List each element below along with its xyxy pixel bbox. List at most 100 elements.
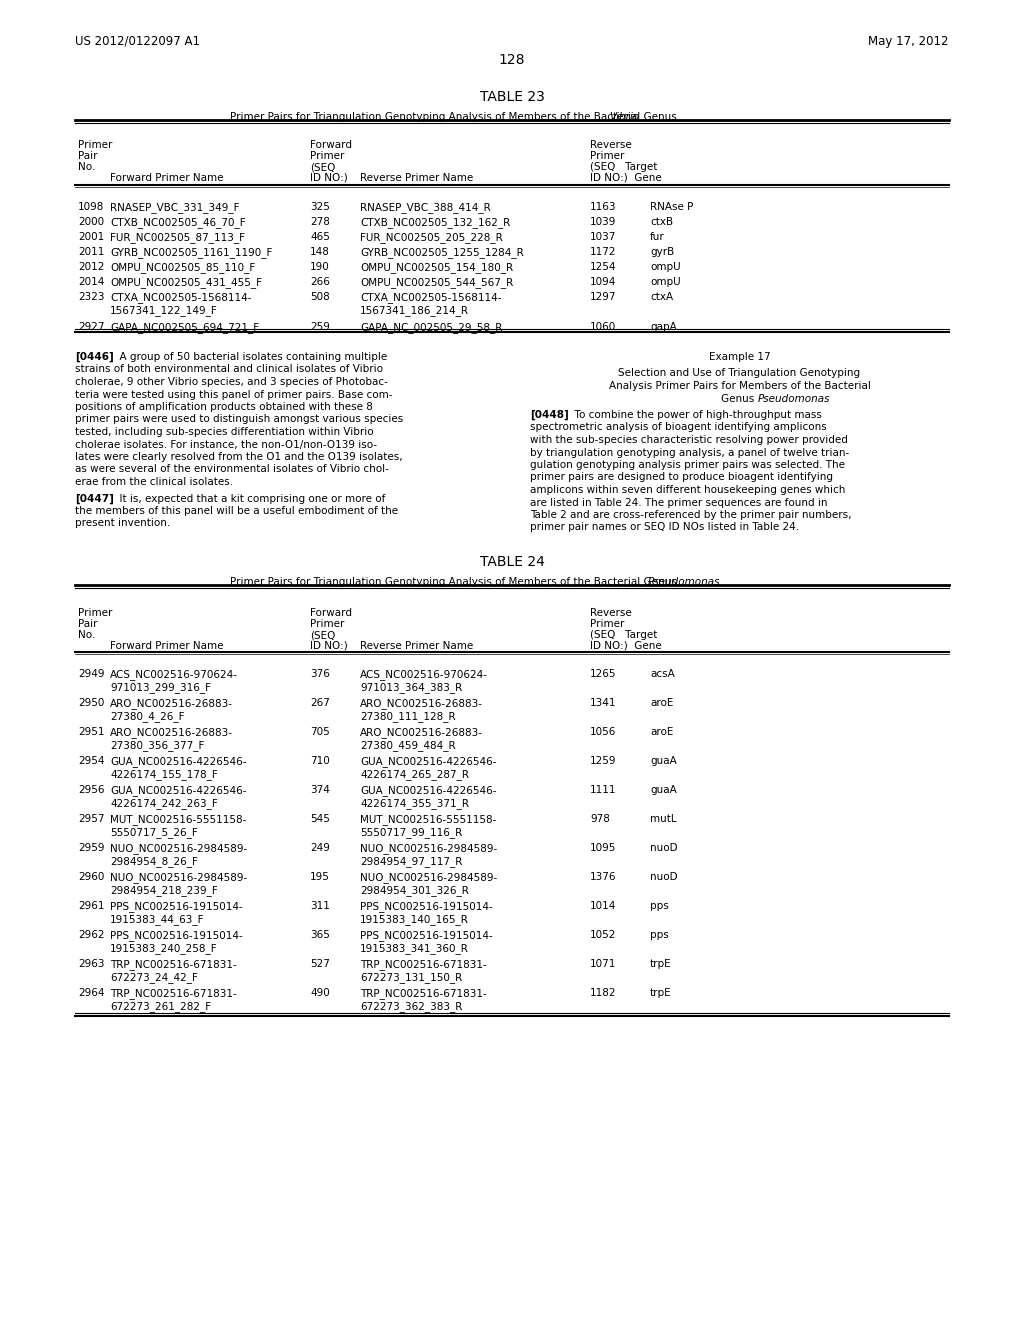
Text: 374: 374 [310,785,330,795]
Text: 4226174_155_178_F: 4226174_155_178_F [110,770,218,780]
Text: ACS_NC002516-970624-: ACS_NC002516-970624- [110,669,238,680]
Text: ACS_NC002516-970624-: ACS_NC002516-970624- [360,669,488,680]
Text: OMPU_NC002505_544_567_R: OMPU_NC002505_544_567_R [360,277,513,288]
Text: 2961: 2961 [78,902,104,911]
Text: with the sub-species characteristic resolving power provided: with the sub-species characteristic reso… [530,436,848,445]
Text: To combine the power of high-throughput mass: To combine the power of high-throughput … [568,411,822,420]
Text: 2962: 2962 [78,931,104,940]
Text: present invention.: present invention. [75,519,170,528]
Text: (SEQ: (SEQ [310,162,336,172]
Text: NUO_NC002516-2984589-: NUO_NC002516-2984589- [360,843,498,854]
Text: 190: 190 [310,261,330,272]
Text: 545: 545 [310,814,330,824]
Text: 4226174_265_287_R: 4226174_265_287_R [360,770,469,780]
Text: 2951: 2951 [78,727,104,737]
Text: trpE: trpE [650,987,672,998]
Text: pps: pps [650,931,669,940]
Text: NUO_NC002516-2984589-: NUO_NC002516-2984589- [110,873,247,883]
Text: 27380_111_128_R: 27380_111_128_R [360,711,456,722]
Text: 4226174_242_263_F: 4226174_242_263_F [110,799,218,809]
Text: PPS_NC002516-1915014-: PPS_NC002516-1915014- [110,902,243,912]
Text: ARO_NC002516-26883-: ARO_NC002516-26883- [110,698,233,709]
Text: TRP_NC002516-671831-: TRP_NC002516-671831- [110,960,237,970]
Text: FUR_NC002505_205_228_R: FUR_NC002505_205_228_R [360,232,503,243]
Text: 27380_459_484_R: 27380_459_484_R [360,741,456,751]
Text: 1254: 1254 [590,261,616,272]
Text: 1039: 1039 [590,216,616,227]
Text: Pair: Pair [78,150,97,161]
Text: 1915383_240_258_F: 1915383_240_258_F [110,942,218,954]
Text: Selection and Use of Triangulation Genotyping: Selection and Use of Triangulation Genot… [618,368,860,379]
Text: 2963: 2963 [78,960,104,969]
Text: gyrB: gyrB [650,247,674,257]
Text: mutL: mutL [650,814,677,824]
Text: 311: 311 [310,902,330,911]
Text: 278: 278 [310,216,330,227]
Text: NUO_NC002516-2984589-: NUO_NC002516-2984589- [360,873,498,883]
Text: strains of both environmental and clinical isolates of Vibrio: strains of both environmental and clinic… [75,364,383,375]
Text: 195: 195 [310,873,330,882]
Text: 1915383_341_360_R: 1915383_341_360_R [360,942,469,954]
Text: GUA_NC002516-4226546-: GUA_NC002516-4226546- [110,785,247,796]
Text: 710: 710 [310,756,330,766]
Text: 705: 705 [310,727,330,737]
Text: 672273_261_282_F: 672273_261_282_F [110,1001,211,1012]
Text: 2323: 2323 [78,292,104,302]
Text: Primer: Primer [590,150,625,161]
Text: aroE: aroE [650,727,674,737]
Text: Primer: Primer [590,619,625,630]
Text: MUT_NC002516-5551158-: MUT_NC002516-5551158- [360,814,497,825]
Text: 672273_131_150_R: 672273_131_150_R [360,972,462,983]
Text: 1259: 1259 [590,756,616,766]
Text: GYRB_NC002505_1161_1190_F: GYRB_NC002505_1161_1190_F [110,247,272,257]
Text: Reverse: Reverse [590,609,632,618]
Text: No.: No. [78,162,95,172]
Text: MUT_NC002516-5551158-: MUT_NC002516-5551158- [110,814,247,825]
Text: 1094: 1094 [590,277,616,286]
Text: Table 2 and are cross-referenced by the primer pair numbers,: Table 2 and are cross-referenced by the … [530,510,852,520]
Text: acsA: acsA [650,669,675,678]
Text: 672273_24_42_F: 672273_24_42_F [110,972,198,983]
Text: [0448]: [0448] [530,411,568,420]
Text: 2984954_97_117_R: 2984954_97_117_R [360,855,463,867]
Text: 2964: 2964 [78,987,104,998]
Text: 1014: 1014 [590,902,616,911]
Text: ID NO:)  Gene: ID NO:) Gene [590,173,662,183]
Text: TRP_NC002516-671831-: TRP_NC002516-671831- [110,987,237,999]
Text: ARO_NC002516-26883-: ARO_NC002516-26883- [360,727,483,738]
Text: 1567341_122_149_F: 1567341_122_149_F [110,305,218,315]
Text: A group of 50 bacterial isolates containing multiple: A group of 50 bacterial isolates contain… [113,352,387,362]
Text: Reverse: Reverse [590,140,632,150]
Text: 2960: 2960 [78,873,104,882]
Text: 1037: 1037 [590,232,616,242]
Text: primer pairs are designed to produce bioagent identifying: primer pairs are designed to produce bio… [530,473,833,483]
Text: Pseudomonas: Pseudomonas [758,393,830,404]
Text: Primer: Primer [78,140,113,150]
Text: trpE: trpE [650,960,672,969]
Text: GUA_NC002516-4226546-: GUA_NC002516-4226546- [360,785,497,796]
Text: Forward Primer Name: Forward Primer Name [110,642,223,651]
Text: 465: 465 [310,232,330,242]
Text: amplicons within seven different housekeeping genes which: amplicons within seven different houseke… [530,484,846,495]
Text: 4226174_355_371_R: 4226174_355_371_R [360,799,469,809]
Text: 2959: 2959 [78,843,104,853]
Text: PPS_NC002516-1915014-: PPS_NC002516-1915014- [360,902,493,912]
Text: the members of this panel will be a useful embodiment of the: the members of this panel will be a usef… [75,506,398,516]
Text: 1052: 1052 [590,931,616,940]
Text: OMPU_NC002505_431_455_F: OMPU_NC002505_431_455_F [110,277,262,288]
Text: guaA: guaA [650,756,677,766]
Text: CTXA_NC002505-1568114-: CTXA_NC002505-1568114- [360,292,502,302]
Text: 2957: 2957 [78,814,104,824]
Text: 971013_299_316_F: 971013_299_316_F [110,682,211,693]
Text: 490: 490 [310,987,330,998]
Text: 2956: 2956 [78,785,104,795]
Text: tested, including sub-species differentiation within Vibrio: tested, including sub-species differenti… [75,426,374,437]
Text: 672273_362_383_R: 672273_362_383_R [360,1001,463,1012]
Text: 325: 325 [310,202,330,213]
Text: Forward: Forward [310,140,352,150]
Text: 508: 508 [310,292,330,302]
Text: 1567341_186_214_R: 1567341_186_214_R [360,305,469,315]
Text: lates were clearly resolved from the O1 and the O139 isolates,: lates were clearly resolved from the O1 … [75,451,402,462]
Text: TRP_NC002516-671831-: TRP_NC002516-671831- [360,987,486,999]
Text: 266: 266 [310,277,330,286]
